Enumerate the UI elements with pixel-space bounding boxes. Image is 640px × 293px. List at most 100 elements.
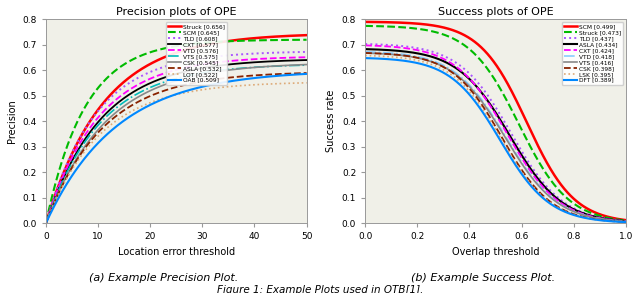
Line: TLD [0.608]: TLD [0.608] (46, 52, 307, 223)
LSK [0.395] (485, 117, 493, 120)
CSK [0.545] (183, 76, 191, 79)
Struck [0.473] (616, 218, 623, 222)
SCM [0.645] (168, 45, 175, 49)
ASLA [0.434] (516, 151, 524, 155)
CXT [0.577] (296, 59, 304, 62)
VTD [0.418] (487, 111, 495, 114)
ASLA [0.434] (487, 103, 495, 107)
Line: CXT [0.577]: CXT [0.577] (46, 60, 307, 223)
Line: OAB [0.509]: OAB [0.509] (46, 74, 307, 223)
CSK [0.398] (487, 117, 495, 120)
SCM [0.499] (362, 20, 369, 24)
VTD [0.576] (296, 56, 304, 59)
SCM [0.645] (296, 38, 304, 42)
ASLA [0.532] (296, 71, 304, 75)
CSK [0.398] (575, 214, 582, 217)
Struck [0.656] (42, 222, 50, 225)
Struck [0.473] (622, 219, 630, 222)
Y-axis label: Precision: Precision (7, 99, 17, 143)
VTS [0.416] (487, 112, 495, 116)
CXT [0.577] (183, 69, 191, 73)
ASLA [0.532] (166, 87, 173, 91)
CSK [0.545] (296, 63, 304, 67)
TLD [0.608] (166, 63, 173, 67)
ASLA [0.532] (256, 73, 264, 77)
Text: (b) Example Success Plot.: (b) Example Success Plot. (411, 273, 556, 283)
SCM [0.645] (166, 45, 173, 49)
Legend: Struck [0.656], SCM [0.645], TLD [0.608], CXT [0.577], VTD [0.576], VTS [0.575],: Struck [0.656], SCM [0.645], TLD [0.608]… (166, 22, 227, 85)
DFT [0.389] (487, 122, 495, 126)
DFT [0.389] (516, 171, 524, 174)
VTD [0.576] (166, 70, 173, 74)
CSK [0.545] (197, 73, 205, 76)
LOT [0.522] (183, 91, 191, 94)
OAB [0.509] (42, 222, 50, 225)
LSK [0.395] (516, 168, 524, 172)
CXT [0.424] (622, 219, 630, 223)
OAB [0.509] (303, 72, 310, 76)
SCM [0.499] (485, 54, 493, 57)
TLD [0.437] (516, 147, 524, 151)
CSK [0.398] (616, 220, 623, 224)
DFT [0.389] (616, 220, 623, 224)
TLD [0.608] (197, 57, 205, 60)
Struck [0.656] (168, 53, 175, 56)
DFT [0.389] (485, 120, 493, 124)
DFT [0.389] (575, 215, 582, 218)
CSK [0.398] (362, 51, 369, 55)
VTS [0.575] (197, 71, 205, 75)
CSK [0.398] (622, 220, 630, 224)
TLD [0.608] (183, 59, 191, 63)
CXT [0.424] (487, 105, 495, 108)
LOT [0.522] (256, 83, 264, 86)
CXT [0.577] (166, 74, 173, 78)
VTS [0.416] (502, 137, 510, 141)
SCM [0.499] (622, 218, 630, 222)
LSK [0.395] (362, 54, 369, 57)
TLD [0.437] (622, 219, 630, 223)
DFT [0.389] (622, 220, 630, 224)
Line: LOT [0.522]: LOT [0.522] (46, 83, 307, 223)
OAB [0.509] (183, 89, 191, 93)
CSK [0.398] (516, 166, 524, 170)
VTS [0.416] (485, 110, 493, 113)
OAB [0.509] (166, 95, 173, 98)
Title: Precision plots of OPE: Precision plots of OPE (116, 7, 237, 17)
OAB [0.509] (197, 85, 205, 89)
Line: VTS [0.575]: VTS [0.575] (46, 65, 307, 223)
SCM [0.499] (502, 79, 510, 83)
TLD [0.608] (42, 222, 50, 225)
TLD [0.437] (362, 42, 369, 46)
LOT [0.522] (296, 81, 304, 85)
VTD [0.576] (42, 222, 50, 225)
Line: VTD [0.418]: VTD [0.418] (365, 52, 626, 222)
ASLA [0.434] (502, 128, 510, 132)
Struck [0.656] (256, 36, 264, 40)
ASLA [0.532] (183, 83, 191, 86)
TLD [0.437] (575, 209, 582, 212)
VTD [0.418] (362, 50, 369, 54)
VTD [0.418] (485, 108, 493, 112)
SCM [0.499] (516, 107, 524, 110)
TLD [0.608] (168, 63, 175, 67)
CSK [0.398] (502, 143, 510, 147)
Y-axis label: Success rate: Success rate (326, 90, 336, 152)
LOT [0.522] (166, 95, 173, 98)
Struck [0.473] (487, 71, 495, 75)
CXT [0.424] (575, 211, 582, 214)
Line: DFT [0.389]: DFT [0.389] (365, 58, 626, 222)
CXT [0.577] (168, 74, 175, 77)
CXT [0.424] (616, 219, 623, 223)
VTS [0.575] (303, 63, 310, 67)
Struck [0.656] (296, 34, 304, 37)
Line: LSK [0.395]: LSK [0.395] (365, 55, 626, 222)
X-axis label: Location error threshold: Location error threshold (118, 247, 235, 257)
LSK [0.395] (487, 119, 495, 123)
Line: ASLA [0.434]: ASLA [0.434] (365, 49, 626, 221)
Struck [0.656] (197, 44, 205, 47)
CXT [0.577] (303, 58, 310, 62)
VTD [0.418] (502, 136, 510, 139)
CSK [0.545] (42, 222, 50, 225)
TLD [0.608] (296, 50, 304, 54)
ASLA [0.434] (485, 101, 493, 104)
